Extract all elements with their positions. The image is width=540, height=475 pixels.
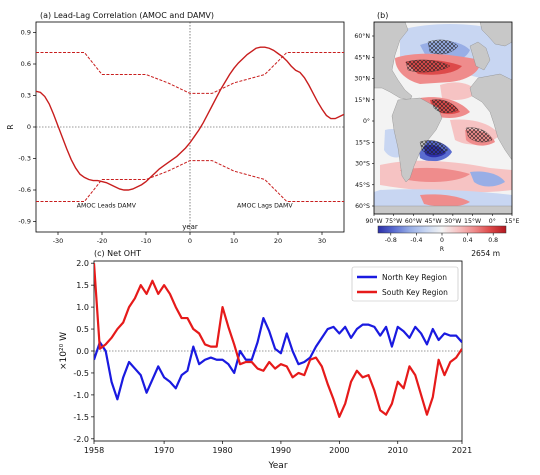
colorbar-tick-label: 0.4: [463, 237, 473, 244]
map-lat-label: 45°S: [355, 181, 370, 189]
map-lat-label: 15°N: [354, 96, 370, 104]
north-key-region-line: [94, 316, 462, 401]
panel-c-y-tick-label: -2.0: [73, 435, 89, 444]
panel-c-y-tick-label: 0.0: [76, 347, 89, 356]
panel-a-title: (a) Lead-Lag Correlation (AMOC and DAMV): [40, 11, 214, 20]
map-colorbar: -0.8 -0.4 0 0.4 0.8 R: [377, 225, 507, 253]
map-lon-label: 0°: [489, 217, 496, 225]
map-lat-label: 30°S: [355, 160, 370, 168]
map-lat-label: 45°N: [354, 53, 370, 61]
panel-a-x-tick-label: 30: [318, 237, 326, 245]
panel-c-x-tick-label: 1970: [154, 446, 174, 455]
panel-c-x-tick-label: 1958: [84, 446, 104, 455]
panel-c-net-oht: (c) Net OHT 1958 1970 1980 1990 2000 2010 2021…: [59, 249, 472, 471]
legend-label-south: South Key Region: [382, 288, 448, 297]
map-lon-label: 45°W: [425, 217, 442, 225]
panel-a-lead-lag-correlation: (a) Lead-Lag Correlation (AMOC and DAMV)…: [6, 11, 345, 245]
panel-c-y-tick-label: 2.0: [76, 259, 89, 268]
panel-a-x-tick-label: 10: [230, 237, 238, 245]
panel-a-x-tick-label: -10: [141, 237, 152, 245]
map-significance-hatching: [405, 39, 493, 155]
panel-c-y-tick-label: 1.0: [76, 303, 89, 312]
panel-a-x-tick-label: -30: [53, 237, 64, 245]
map-land: [374, 22, 512, 214]
panel-c-y-tick-label: -0.5: [73, 369, 89, 378]
map-lat-label: 15°S: [355, 138, 370, 146]
panel-a-upper-significance-line: [36, 51, 344, 94]
colorbar-label: R: [440, 246, 444, 253]
map-longitude-labels: 90°W 75°W 60°W 45°W 30°W 15°W 0° 15°E: [365, 214, 520, 225]
panel-c-legend: North Key Region South Key Region: [351, 266, 459, 302]
colorbar-tick-label: 0: [440, 237, 444, 244]
panel-c-title: (c) Net OHT: [94, 249, 141, 258]
map-lat-label: 60°N: [354, 32, 370, 40]
panel-a-y-tick-label: 0.6: [21, 60, 31, 68]
panel-a-y-tick-label: 0.3: [21, 92, 31, 100]
panel-c-x-tick-label: 2021: [452, 446, 472, 455]
panel-c-y-axis-label: ×10²⁰ W: [59, 332, 69, 370]
panel-a-x-axis-label: year: [182, 223, 198, 231]
colorbar-gradient: [377, 225, 507, 234]
map-lon-label: 15°W: [464, 217, 481, 225]
panel-a-annotation-lags: AMOC Lags DAMV: [237, 203, 293, 210]
panel-c-y-tick-label: -1.0: [73, 391, 89, 400]
panel-c-x-axis-label: Year: [267, 461, 287, 471]
panel-a-lower-significance-line: [36, 160, 344, 203]
colorbar-tick-label: 0.8: [488, 237, 498, 244]
map-latitude-labels: 60°N 45°N 30°N 15°N 0° 15°S 30°S 45°S 60°S: [354, 32, 374, 210]
map-lon-label: 30°W: [444, 217, 461, 225]
panel-a-axis-ticks: -30 -20 -10 0 10 20 30 -0.9 -0.6 -0.3 0 0.3 0.6 0.9: [18, 29, 326, 245]
legend-frame: [351, 266, 459, 302]
legend-label-north: North Key Region: [382, 273, 447, 282]
panel-a-y-tick-label: -0.6: [18, 186, 31, 194]
map-lon-label: 90°W: [365, 217, 382, 225]
panel-a-y-tick-label: 0: [27, 123, 31, 131]
south-key-region-line: [94, 263, 462, 418]
panel-a-x-tick-label: 20: [274, 237, 282, 245]
panel-a-y-tick-label: -0.3: [18, 155, 31, 163]
panel-c-x-tick-label: 2010: [388, 446, 408, 455]
panel-a-y-tick-label: -0.9: [18, 218, 31, 226]
colorbar-tick-label: -0.4: [410, 237, 422, 244]
panel-a-x-tick-label: 0: [188, 237, 192, 245]
panel-a-x-tick-label: -20: [97, 237, 108, 245]
panel-a-correlation-curve: [36, 46, 344, 191]
map-lon-label: 75°W: [385, 217, 402, 225]
panel-a-y-tick-label: 0.9: [21, 29, 31, 37]
panel-c-x-tick-label: 1980: [212, 446, 232, 455]
map-lon-label: 60°W: [405, 217, 422, 225]
panel-a-annotation-leads: AMOC Leads DAMV: [77, 203, 137, 210]
map-lat-label: 0°: [363, 117, 370, 125]
colorbar-tick-label: -0.8: [385, 237, 397, 244]
panel-c-y-tick-label: 0.5: [76, 325, 89, 334]
panel-c-x-tick-label: 1990: [271, 446, 291, 455]
panel-c-y-tick-label: 1.5: [76, 281, 89, 290]
panel-c-x-tick-label: 2000: [329, 446, 349, 455]
panel-b-correlation-map: (b): [354, 11, 519, 258]
map-lat-label: 60°S: [355, 202, 370, 210]
map-frame: [373, 21, 513, 215]
panel-a-y-axis-label: R: [6, 124, 15, 129]
panel-b-title: (b): [377, 11, 388, 20]
panel-c-axis-ticks: 1958 1970 1980 1990 2000 2010 2021 -2.0 -1.5 -1.0…: [73, 259, 472, 455]
map-lon-label: 15°E: [505, 217, 520, 225]
map-lat-label: 30°N: [354, 75, 370, 83]
colorbar-ticks: -0.8 -0.4 0 0.4 0.8: [385, 233, 498, 244]
panel-c-y-tick-label: -1.5: [73, 413, 89, 422]
map-depth-label: 2654 m: [471, 249, 500, 258]
